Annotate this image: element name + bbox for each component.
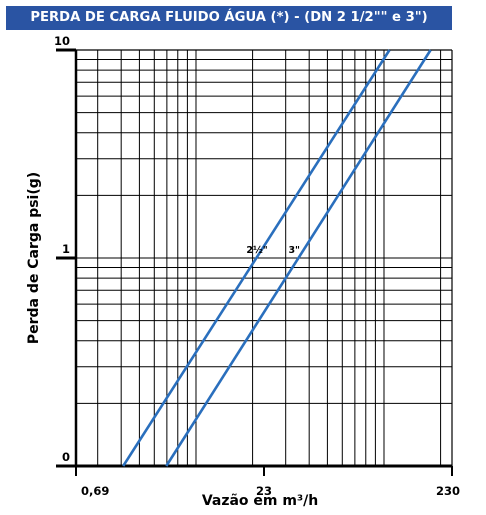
labels-group: 0 1 10 0,69 23 230 2½" 3" Vazão em m³/h Perda de …: [26, 34, 460, 509]
y-axis-title: Perda de Carga psi(g): [26, 172, 42, 344]
x-axis-title: Vazão em m³/h: [202, 493, 318, 509]
series-group: [122, 49, 432, 467]
plot-frame: [56, 48, 453, 476]
x-tick-label: 230: [436, 484, 460, 498]
series-line-2: [165, 49, 432, 467]
y-tick-label: 10: [54, 34, 70, 48]
grid: [76, 50, 452, 466]
title-bar: PERDA DE CARGA FLUIDO ÁGUA (*) - (DN 2 1…: [6, 6, 452, 30]
x-tick-label: 0,69: [81, 484, 109, 498]
x-tick-label: 23: [256, 484, 272, 498]
series-line-1: [122, 49, 391, 467]
series-label-1: 2½": [246, 245, 267, 256]
y-tick-label: 1: [62, 242, 70, 256]
y-tick-label: 0: [62, 450, 70, 464]
series-label-2: 3": [288, 245, 300, 256]
chart-title: PERDA DE CARGA FLUIDO ÁGUA (*) - (DN 2 1…: [30, 10, 428, 25]
